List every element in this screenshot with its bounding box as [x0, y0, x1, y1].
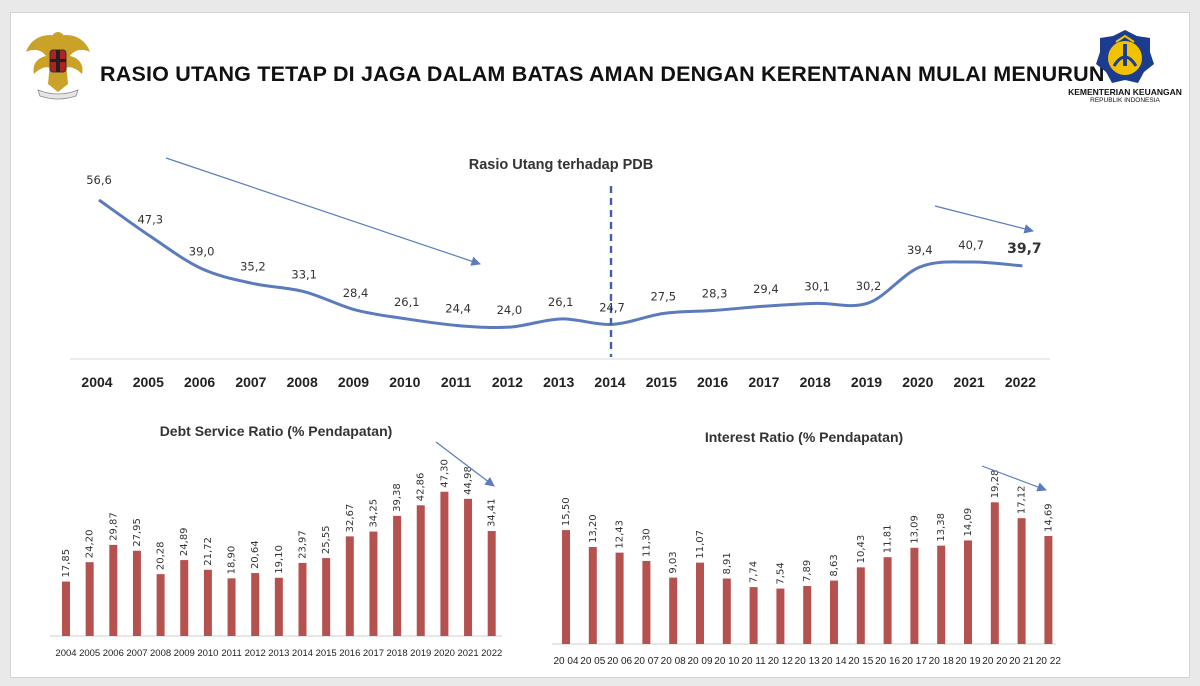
line-x-tick-label: 2019 — [851, 374, 882, 390]
line-x-tick-label: 2013 — [543, 374, 574, 390]
line-x-tick-label: 2008 — [287, 374, 318, 390]
line-data-label: 30,2 — [856, 279, 882, 293]
line-data-label: 26,1 — [548, 295, 574, 309]
line-x-tick-label: 2018 — [800, 374, 831, 390]
ministry-logo-icon — [1096, 30, 1154, 83]
line-data-label: 56,6 — [86, 173, 112, 187]
line-data-label: 39,7 — [1007, 241, 1042, 257]
line-data-label: 40,7 — [958, 238, 984, 252]
line-x-tick-label: 2015 — [646, 374, 677, 390]
line-x-tick-label: 2007 — [235, 374, 266, 390]
line-data-label: 29,4 — [753, 282, 779, 296]
line-x-tick-label: 2009 — [338, 374, 369, 390]
garuda-emblem-icon — [26, 32, 90, 100]
line-data-label: 39,4 — [907, 243, 933, 257]
trend-arrow-down — [165, 157, 481, 266]
line-data-label: 35,2 — [240, 259, 266, 273]
line-data-label: 30,1 — [804, 279, 830, 293]
line-x-tick-label: 2012 — [492, 374, 523, 390]
line-x-tick-label: 2022 — [1005, 374, 1036, 390]
line-x-tick-label: 2011 — [441, 374, 472, 390]
line-x-tick-label: 2017 — [748, 374, 779, 390]
page-title: RASIO UTANG TETAP DI JAGA DALAM BATAS AM… — [100, 62, 1105, 86]
ministry-subtitle: REPUBLIK INDONESIA — [1090, 97, 1160, 104]
line-chart-title: Rasio Utang terhadap PDB — [469, 157, 654, 173]
line-x-tick-label: 2010 — [389, 374, 420, 390]
line-x-tick-label: 2014 — [594, 374, 625, 390]
line-data-label: 47,3 — [137, 212, 163, 226]
line-data-label: 39,0 — [189, 245, 215, 259]
line-data-label: 24,0 — [497, 303, 523, 317]
line-data-label: 28,4 — [343, 286, 369, 300]
debt-ratio-series-line — [98, 198, 1023, 330]
line-data-label: 26,1 — [394, 295, 420, 309]
line-data-label: 27,5 — [650, 289, 676, 303]
line-x-tick-label: 2004 — [81, 374, 112, 390]
trend-arrow-down-recent — [934, 205, 1034, 234]
line-data-label: 24,4 — [445, 302, 471, 316]
line-x-tick-label: 2016 — [697, 374, 728, 390]
line-x-tick-label: 2005 — [133, 374, 164, 390]
line-data-label: 28,3 — [702, 286, 728, 300]
ministry-name: KEMENTERIAN KEUANGAN — [1068, 87, 1182, 97]
line-x-tick-label: 2006 — [184, 374, 215, 390]
line-x-tick-label: 2020 — [902, 374, 933, 390]
line-data-label: 24,7 — [599, 300, 625, 314]
line-data-label: 33,1 — [291, 268, 317, 282]
line-x-tick-label: 2021 — [954, 374, 985, 390]
